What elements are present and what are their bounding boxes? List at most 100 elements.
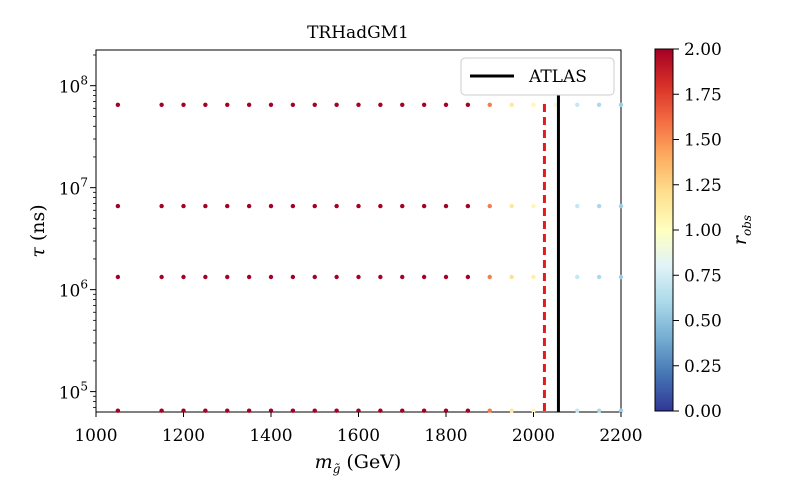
colorbar xyxy=(654,48,674,412)
data-point xyxy=(246,102,252,107)
data-point xyxy=(312,102,317,107)
y-axis-label-unit: (ns) xyxy=(27,204,49,241)
data-point xyxy=(487,203,492,209)
data-point xyxy=(487,274,492,280)
legend-box xyxy=(460,57,615,96)
data-point xyxy=(312,274,317,280)
data-point xyxy=(356,408,361,413)
data-point xyxy=(443,102,449,107)
data-point xyxy=(443,274,449,280)
colorbar-tick-label: 2.00 xyxy=(684,40,722,60)
x-tick-label: 1800 xyxy=(424,426,467,446)
data-point xyxy=(203,203,208,209)
x-axis-label-unit: (GeV) xyxy=(346,451,401,473)
colorbar-ticks: 0.00 0.25 0.50 0.75 1.00 1.25 1.50 1.75 2.00 xyxy=(673,40,722,422)
data-point xyxy=(312,203,317,209)
data-point xyxy=(268,274,274,280)
y-tick-label: 107 xyxy=(59,176,88,200)
data-point xyxy=(290,408,296,413)
x-axis-label-symbol: m xyxy=(315,451,333,473)
data-point xyxy=(268,408,274,413)
y-tick-label: 108 xyxy=(59,74,88,98)
data-point xyxy=(618,203,624,209)
colorbar-tick-label: 1.00 xyxy=(684,221,722,241)
data-point xyxy=(509,102,514,107)
data-point xyxy=(400,274,405,280)
data-point xyxy=(334,274,339,280)
data-point xyxy=(290,203,296,209)
chart-title: TRHadGM1 xyxy=(307,23,409,43)
data-point xyxy=(378,274,383,280)
data-point xyxy=(181,274,186,280)
x-tick-label: 1200 xyxy=(162,426,205,446)
x-axis-ticks: 1000 1200 1400 1600 1800 2000 2200 xyxy=(74,412,643,446)
data-point xyxy=(618,408,624,413)
data-point xyxy=(575,102,580,107)
data-point xyxy=(290,274,296,280)
data-point xyxy=(531,274,536,280)
y-tick-label: 105 xyxy=(59,380,88,404)
data-point xyxy=(159,203,164,209)
data-point xyxy=(378,408,383,413)
data-point xyxy=(115,408,121,413)
data-point xyxy=(596,203,602,209)
data-point xyxy=(225,203,230,209)
legend: ATLAS xyxy=(460,57,615,96)
data-point xyxy=(596,408,602,413)
y-axis-ticks: 105 106 107 108 xyxy=(59,54,96,408)
data-point xyxy=(487,408,492,413)
data-point xyxy=(312,408,317,413)
data-point xyxy=(400,102,405,107)
data-point xyxy=(225,408,230,413)
data-point xyxy=(181,102,186,107)
colorbar-tick-label: 1.50 xyxy=(684,131,722,151)
data-point xyxy=(246,203,252,209)
data-point xyxy=(400,408,405,413)
colorbar-tick-label: 1.75 xyxy=(684,85,722,105)
data-point xyxy=(575,408,580,413)
data-point xyxy=(443,203,449,209)
data-point xyxy=(356,203,361,209)
data-point xyxy=(334,408,339,413)
colorbar-label: robs xyxy=(729,215,754,245)
data-point xyxy=(509,274,514,280)
data-point xyxy=(575,274,580,280)
x-axis-label-subscript: g̃ xyxy=(333,462,341,476)
data-point xyxy=(509,408,514,413)
data-point xyxy=(465,408,471,413)
data-point xyxy=(531,102,536,107)
data-point xyxy=(246,274,252,280)
data-point xyxy=(421,102,427,107)
data-point xyxy=(334,102,339,107)
legend-label-atlas: ATLAS xyxy=(528,67,587,87)
data-point xyxy=(378,102,383,107)
data-point xyxy=(203,102,208,107)
x-tick-label: 1000 xyxy=(74,426,117,446)
data-point xyxy=(596,102,602,107)
colorbar-tick-label: 0.00 xyxy=(684,402,722,422)
data-point xyxy=(203,408,208,413)
data-point xyxy=(531,203,536,209)
data-point xyxy=(159,274,164,280)
data-point xyxy=(421,203,427,209)
data-point xyxy=(268,102,274,107)
x-axis-label: mg̃ (GeV) xyxy=(315,451,402,476)
data-point xyxy=(465,102,471,107)
data-point xyxy=(181,408,186,413)
data-point xyxy=(465,274,471,280)
x-tick-label: 1400 xyxy=(249,426,292,446)
data-point xyxy=(575,203,580,209)
data-point xyxy=(618,102,624,107)
data-point xyxy=(159,102,164,107)
reference-lines xyxy=(542,95,560,412)
data-point xyxy=(115,102,121,107)
data-point xyxy=(115,203,121,209)
x-tick-label: 2000 xyxy=(512,426,555,446)
colorbar-label-subscript: obs xyxy=(740,215,754,236)
colorbar-tick-label: 1.25 xyxy=(684,176,722,196)
data-point xyxy=(356,274,361,280)
data-point xyxy=(181,203,186,209)
data-point xyxy=(115,274,121,280)
data-point xyxy=(618,274,624,280)
